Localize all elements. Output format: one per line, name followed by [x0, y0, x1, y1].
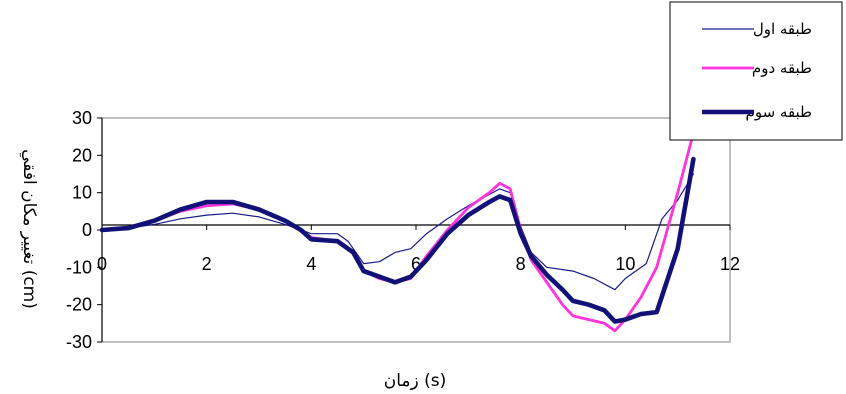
x-axis-ticks: 0 2 4 6 8 10 12	[97, 225, 740, 274]
y-tick-label: -10	[66, 257, 92, 277]
y-tick-label: 0	[82, 220, 92, 240]
y-tick-label: -30	[66, 332, 92, 352]
series-layer	[99, 131, 696, 333]
x-tick-label: 0	[97, 254, 107, 274]
series-line-1	[101, 173, 695, 291]
x-tick-label: 6	[411, 254, 421, 274]
y-tick-label: 20	[72, 145, 92, 165]
y-tick-label: -20	[66, 295, 92, 315]
legend-box	[669, 1, 843, 141]
legend: طبقه اول طبقه دوم طبقه سوم	[669, 1, 843, 141]
x-tick-label: 2	[202, 254, 212, 274]
x-tick-label: 8	[516, 254, 526, 274]
y-tick-label: 30	[72, 108, 92, 128]
legend-label-1: طبقه اول	[753, 20, 812, 38]
x-tick-label: 4	[306, 254, 316, 274]
y-axis-title: تغيير مكان افقي (cm)	[19, 149, 39, 309]
x-tick-label: 10	[615, 254, 635, 274]
x-tick-label: 12	[720, 254, 740, 274]
y-axis-ticks: 30 20 10 0 -10 -20 -30	[66, 108, 102, 352]
y-tick-label: 10	[72, 183, 92, 203]
legend-label-2: طبقه دوم	[752, 59, 812, 77]
legend-items: طبقه اول طبقه دوم طبقه سوم	[702, 20, 812, 121]
series-line-3	[99, 156, 696, 324]
x-axis-title: زمان (s)	[384, 371, 447, 391]
legend-label-3: طبقه سوم	[746, 103, 812, 121]
